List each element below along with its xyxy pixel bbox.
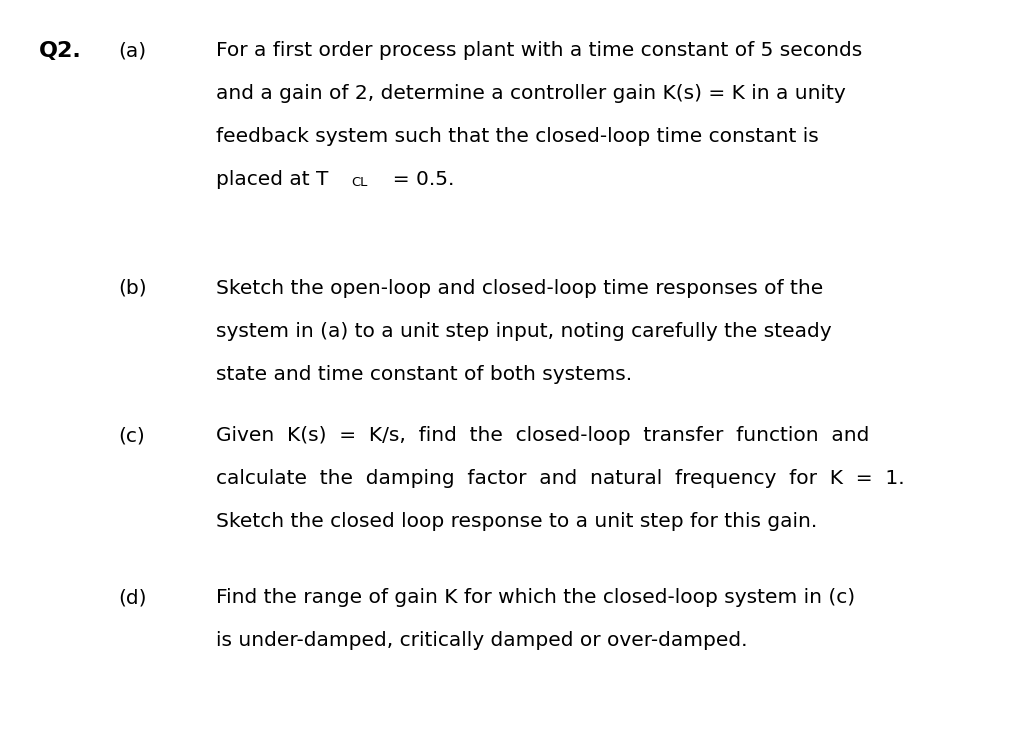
- Text: For a first order process plant with a time constant of 5 seconds: For a first order process plant with a t…: [216, 41, 862, 60]
- Text: = 0.5.: = 0.5.: [380, 170, 454, 189]
- Text: calculate  the  damping  factor  and  natural  frequency  for  K  =  1.: calculate the damping factor and natural…: [216, 469, 905, 488]
- Text: (d): (d): [118, 588, 147, 607]
- Text: Q2.: Q2.: [39, 41, 82, 62]
- Text: (c): (c): [118, 426, 145, 445]
- Text: system in (a) to a unit step input, noting carefully the steady: system in (a) to a unit step input, noti…: [216, 322, 831, 341]
- Text: Sketch the open-loop and closed-loop time responses of the: Sketch the open-loop and closed-loop tim…: [216, 279, 823, 298]
- Text: is under-damped, critically damped or over-damped.: is under-damped, critically damped or ov…: [216, 631, 748, 650]
- Text: (a): (a): [118, 41, 146, 60]
- Text: feedback system such that the closed-loop time constant is: feedback system such that the closed-loo…: [216, 127, 819, 146]
- Text: Sketch the closed loop response to a unit step for this gain.: Sketch the closed loop response to a uni…: [216, 512, 816, 531]
- Text: Given  K(s)  =  K/s,  find  the  closed-loop  transfer  function  and: Given K(s) = K/s, find the closed-loop t…: [216, 426, 869, 445]
- Text: and a gain of 2, determine a controller gain K(s) = K in a unity: and a gain of 2, determine a controller …: [216, 84, 845, 103]
- Text: (b): (b): [118, 279, 147, 298]
- Text: CL: CL: [351, 176, 368, 189]
- Text: state and time constant of both systems.: state and time constant of both systems.: [216, 365, 632, 384]
- Text: placed at T: placed at T: [216, 170, 328, 189]
- Text: Find the range of gain K for which the closed-loop system in (c): Find the range of gain K for which the c…: [216, 588, 854, 607]
